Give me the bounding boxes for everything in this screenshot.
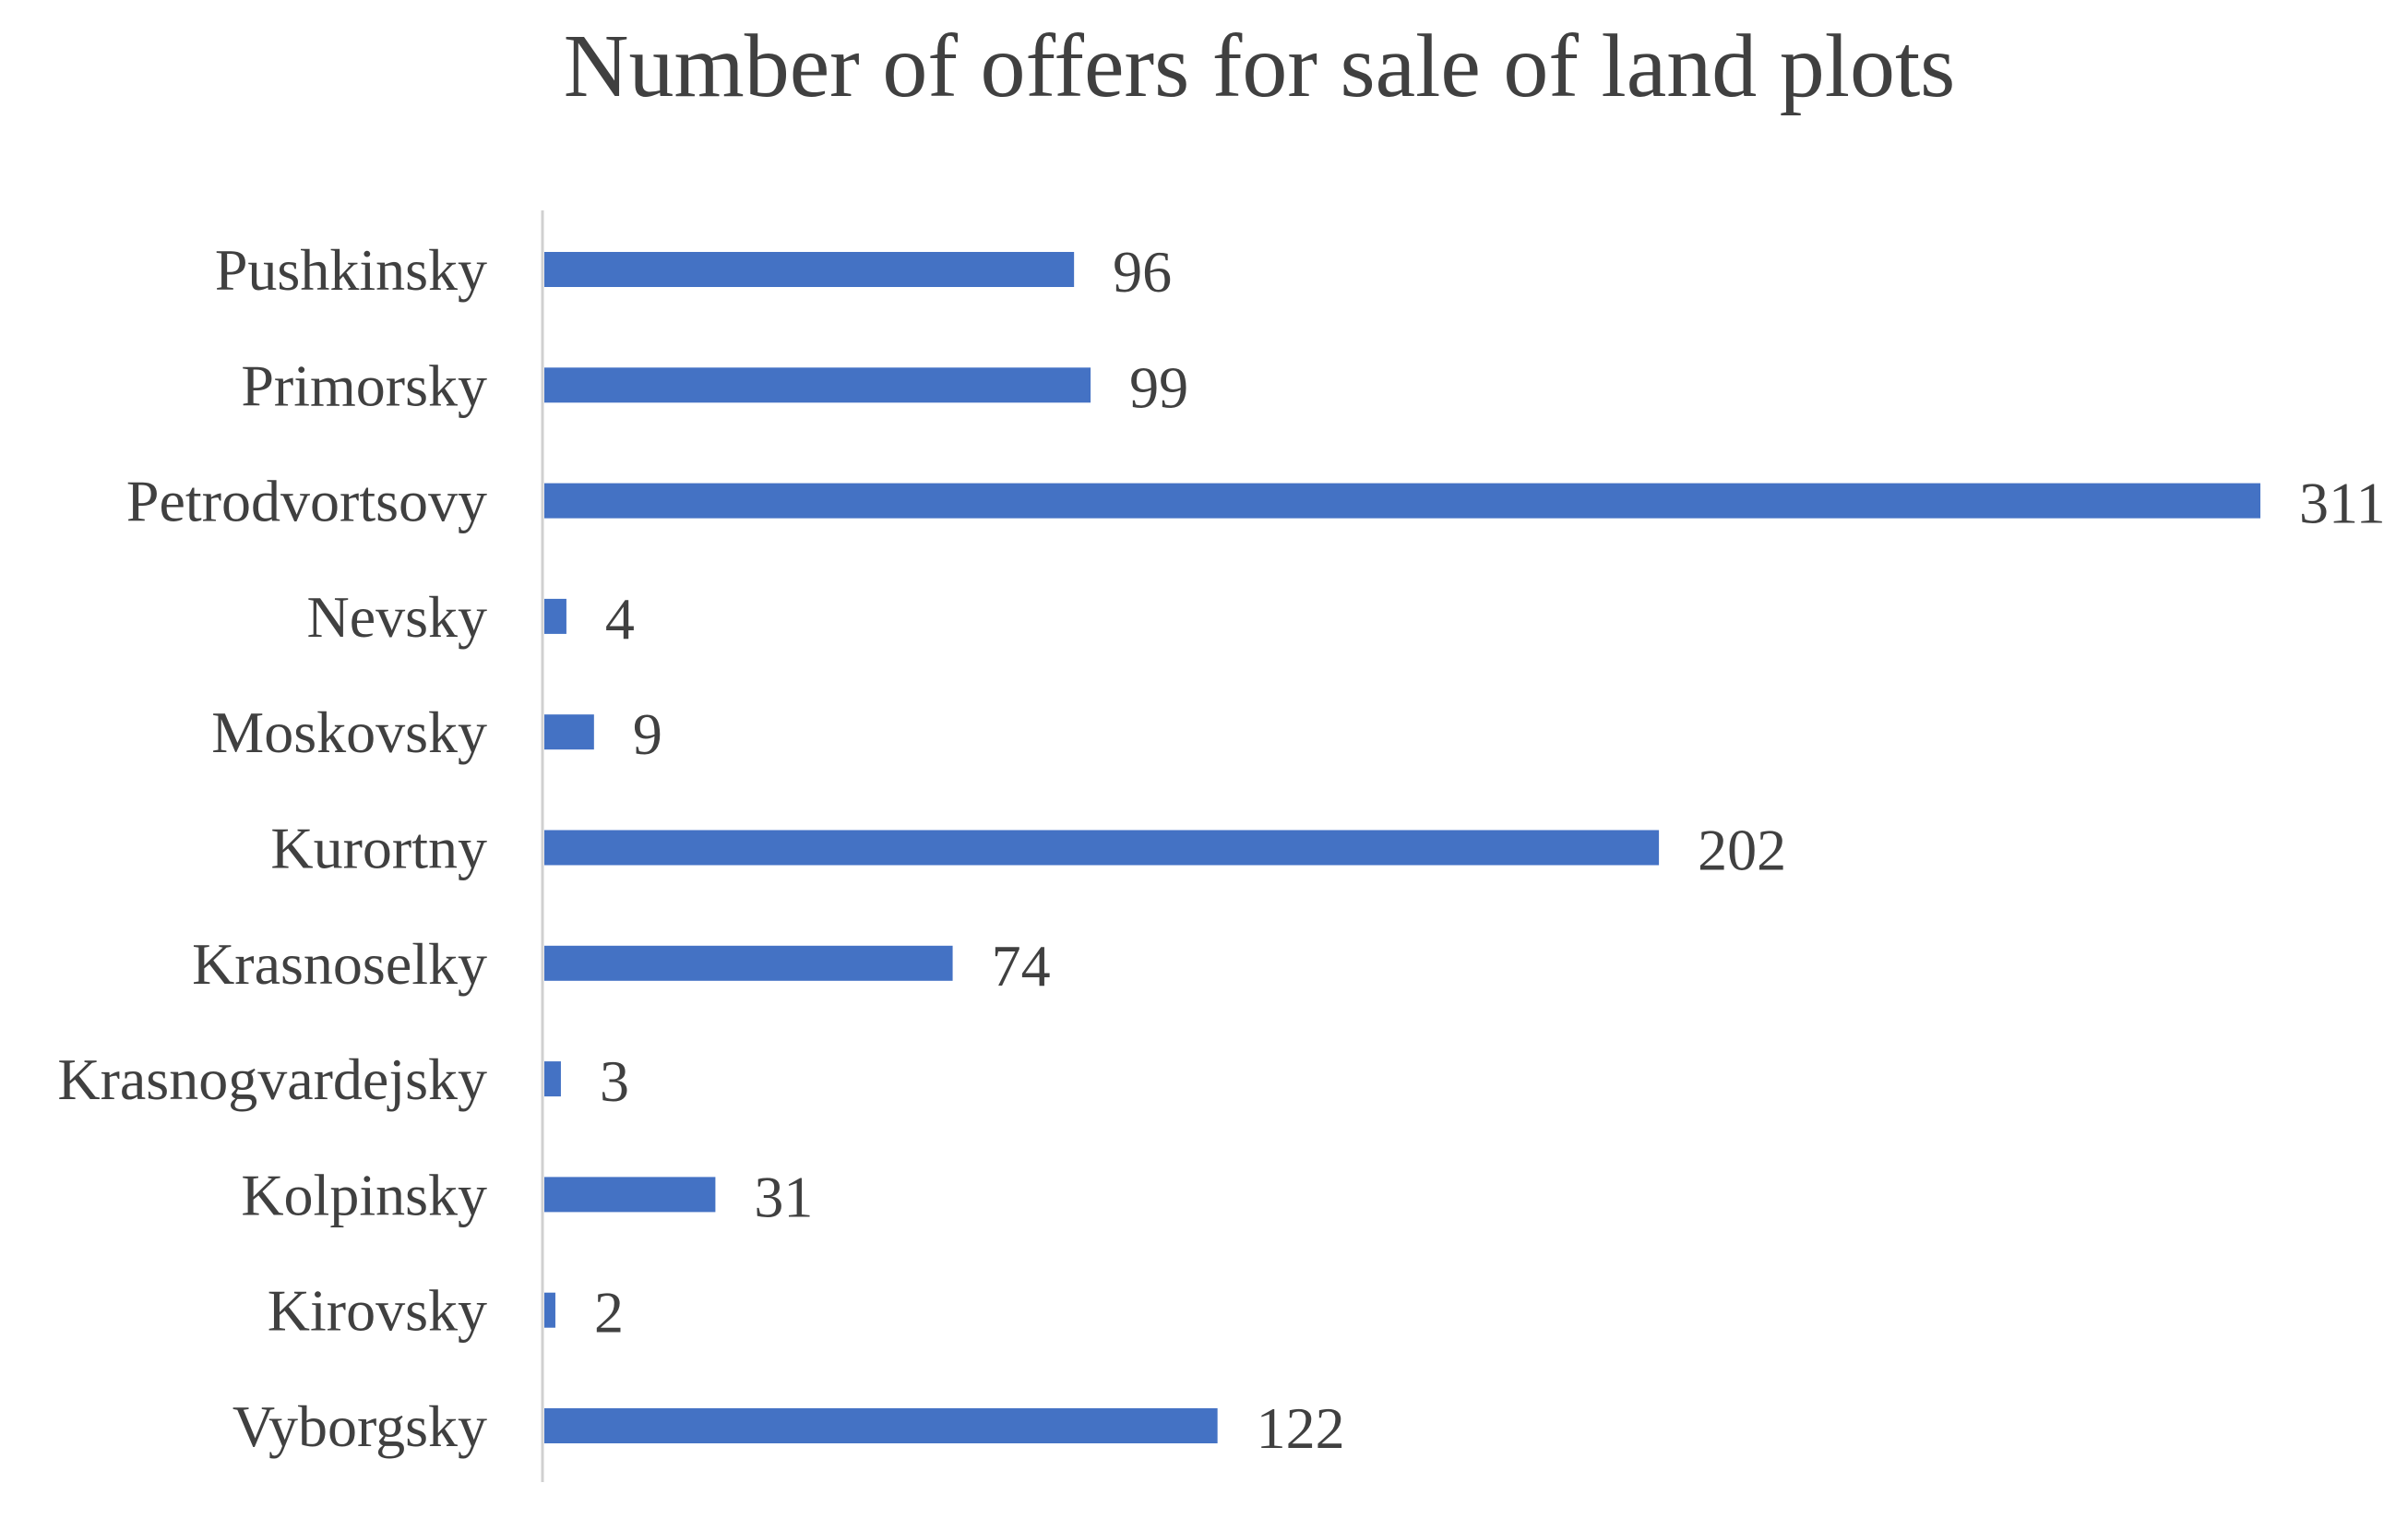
data-label-vyborgsky: 122 bbox=[1257, 1395, 1345, 1461]
bars-layer bbox=[544, 252, 2260, 1443]
bar-primorsky bbox=[544, 367, 1091, 403]
bar-kolpinsky bbox=[544, 1177, 716, 1213]
category-label-kolpinsky: Kolpinsky bbox=[241, 1162, 487, 1227]
category-label-vyborgsky: Vyborgsky bbox=[232, 1393, 487, 1459]
category-labels-layer: Pushkinsky Primorsky Petrodvortsovy Nevsky M… bbox=[57, 237, 487, 1459]
category-label-krasnoselky: Krasnoselky bbox=[192, 931, 487, 997]
category-label-pushkinsky: Pushkinsky bbox=[215, 237, 487, 303]
bar-nevsky bbox=[544, 598, 566, 634]
bar-vyborgsky bbox=[544, 1408, 1218, 1443]
chart-title: Number of offers for sale of land plots bbox=[564, 17, 1956, 116]
category-label-kirovsky: Kirovsky bbox=[268, 1278, 487, 1344]
category-label-krasnogvardejsky: Krasnogvardejsky bbox=[57, 1047, 487, 1112]
category-label-moskovsky: Moskovsky bbox=[211, 700, 487, 765]
data-label-kolpinsky: 31 bbox=[754, 1164, 813, 1229]
bar-kurortny bbox=[544, 830, 1660, 866]
data-labels-layer: 96 99 311 4 9 202 74 3 31 2 122 bbox=[594, 239, 2386, 1461]
bar-petrodvortsovy bbox=[544, 483, 2260, 519]
data-label-krasnogvardejsky: 3 bbox=[600, 1048, 629, 1114]
data-label-kurortny: 202 bbox=[1698, 818, 1786, 883]
data-label-kirovsky: 2 bbox=[594, 1280, 624, 1346]
bar-krasnoselky bbox=[544, 945, 953, 981]
category-label-kurortny: Kurortny bbox=[270, 816, 487, 881]
category-label-nevsky: Nevsky bbox=[306, 584, 487, 650]
data-label-krasnoselky: 74 bbox=[992, 933, 1051, 999]
category-label-primorsky: Primorsky bbox=[241, 353, 487, 418]
bar-krasnogvardejsky bbox=[544, 1061, 561, 1097]
bar-pushkinsky bbox=[544, 252, 1075, 287]
data-label-nevsky: 4 bbox=[605, 586, 635, 652]
bar-kirovsky bbox=[544, 1292, 555, 1328]
data-label-moskovsky: 9 bbox=[633, 701, 662, 767]
data-label-petrodvortsovy: 311 bbox=[2299, 471, 2386, 536]
category-label-petrodvortsovy: Petrodvortsovy bbox=[126, 469, 487, 534]
data-label-primorsky: 99 bbox=[1129, 354, 1188, 420]
bar-moskovsky bbox=[544, 714, 594, 750]
data-label-pushkinsky: 96 bbox=[1113, 239, 1172, 305]
